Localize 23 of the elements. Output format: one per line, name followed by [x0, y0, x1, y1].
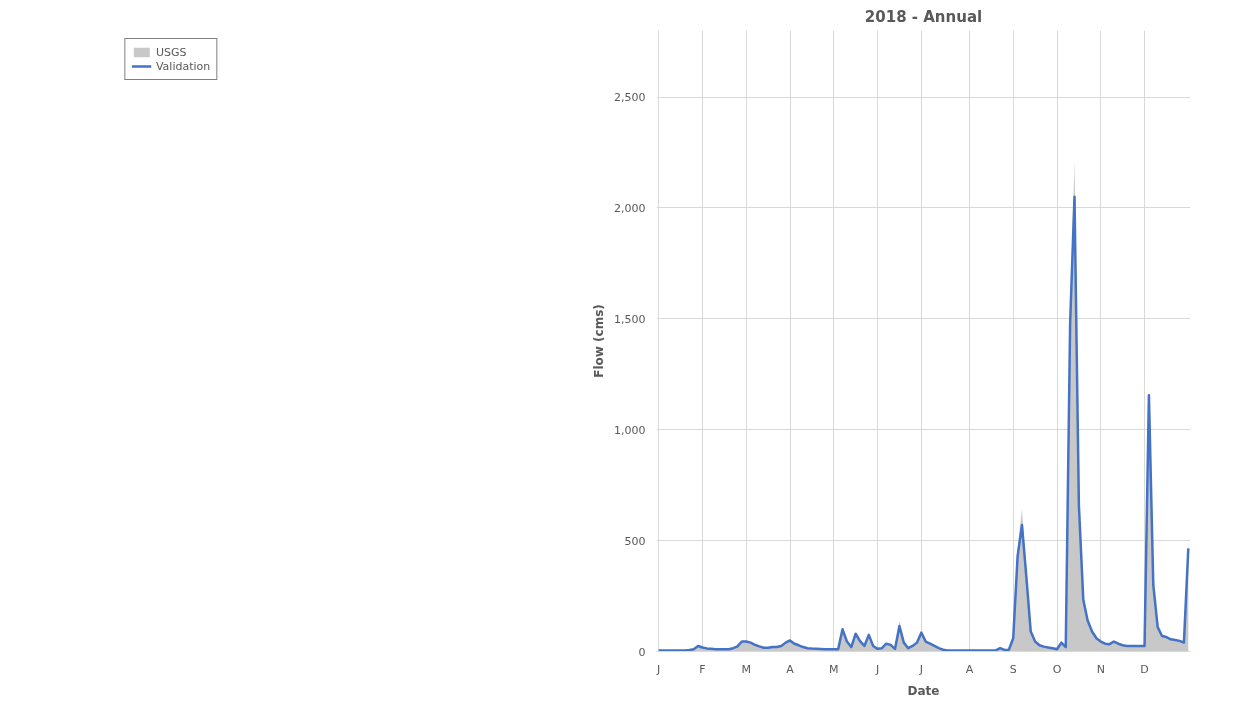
x-tick-label: N	[1096, 662, 1105, 676]
x-tick-label: J	[656, 662, 661, 676]
legend-label: Validation	[155, 59, 211, 73]
y-tick-label: 2,000	[614, 201, 646, 215]
y-tick-label: 0	[638, 645, 646, 659]
x-tick-label: M	[741, 662, 751, 676]
x-tick-label: A	[965, 662, 974, 676]
x-tick-label: J	[874, 662, 880, 676]
y-tick-label: 1,000	[614, 423, 646, 437]
x-axis-title: Date	[907, 683, 940, 698]
x-tick-label: M	[829, 662, 839, 676]
x-tick-label: J	[918, 662, 923, 676]
x-tick-label: S	[1009, 662, 1017, 676]
x-tick-label: D	[1140, 662, 1149, 676]
y-tick-label: 2,500	[614, 91, 646, 105]
y-axis-title: Flow (cms)	[592, 304, 607, 378]
x-tick-label: F	[699, 662, 706, 676]
x-tick-label: A	[786, 662, 795, 676]
chart-title: 2018 - Annual	[864, 7, 983, 26]
y-tick-label: 1,500	[614, 312, 646, 326]
legend-label: USGS	[155, 45, 187, 59]
y-tick-label: 500	[624, 534, 646, 548]
x-tick-label: O	[1052, 662, 1062, 676]
